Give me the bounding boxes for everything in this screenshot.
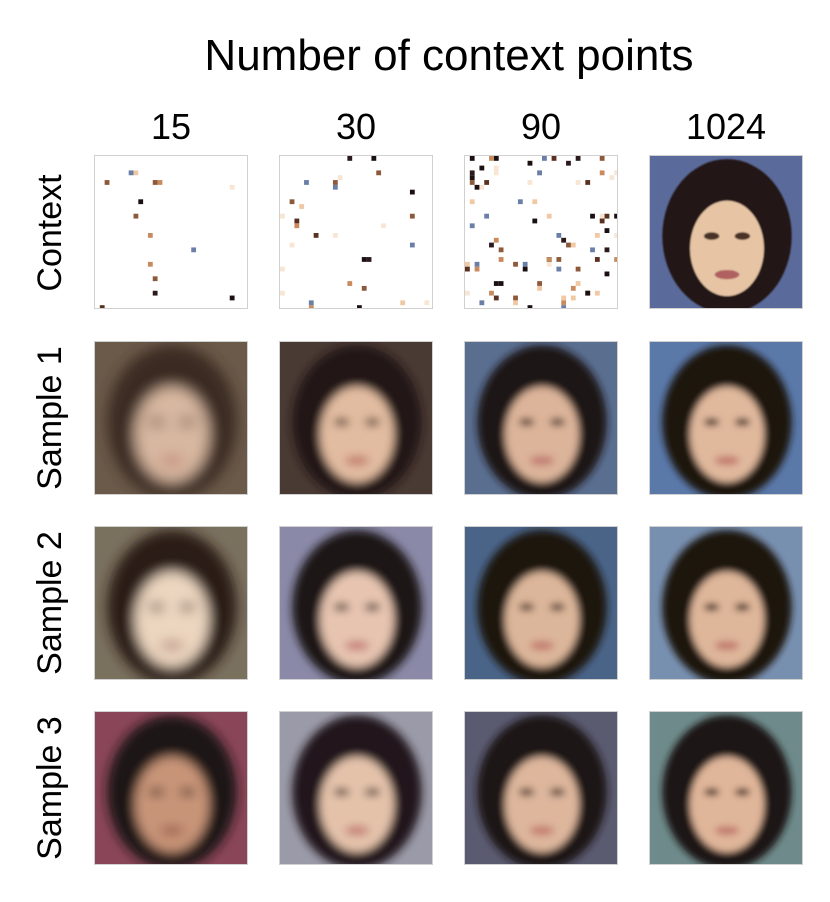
column-label-90: 90 [520, 106, 562, 147]
figure-title: Number of context points [204, 31, 694, 80]
sample-2-image-30 [279, 526, 433, 680]
context-image-30 [279, 155, 433, 309]
column-label-30: 30 [335, 106, 377, 147]
row-label-sample-2: Sample 2 [31, 531, 69, 675]
row-label-sample-1: Sample 1 [31, 346, 69, 490]
sample-2-image-90 [464, 526, 618, 680]
sample-3-image-30 [279, 711, 433, 865]
context-image-90 [464, 155, 618, 309]
column-label-15: 15 [150, 106, 192, 147]
column-label-1024: 1024 [685, 106, 767, 147]
row-label-context: Context [31, 174, 69, 292]
sample-3-image-90 [464, 711, 618, 865]
sample-3-image-15 [94, 711, 248, 865]
sample-1-image-30 [279, 341, 433, 495]
sample-1-image-90 [464, 341, 618, 495]
sample-1-image-1024 [649, 341, 803, 495]
row-label-sample-3: Sample 3 [31, 716, 69, 860]
sample-1-image-15 [94, 341, 248, 495]
sample-2-image-1024 [649, 526, 803, 680]
context-image-15 [94, 155, 248, 309]
sample-3-image-1024 [649, 711, 803, 865]
context-image-1024 [649, 155, 803, 309]
sample-2-image-15 [94, 526, 248, 680]
